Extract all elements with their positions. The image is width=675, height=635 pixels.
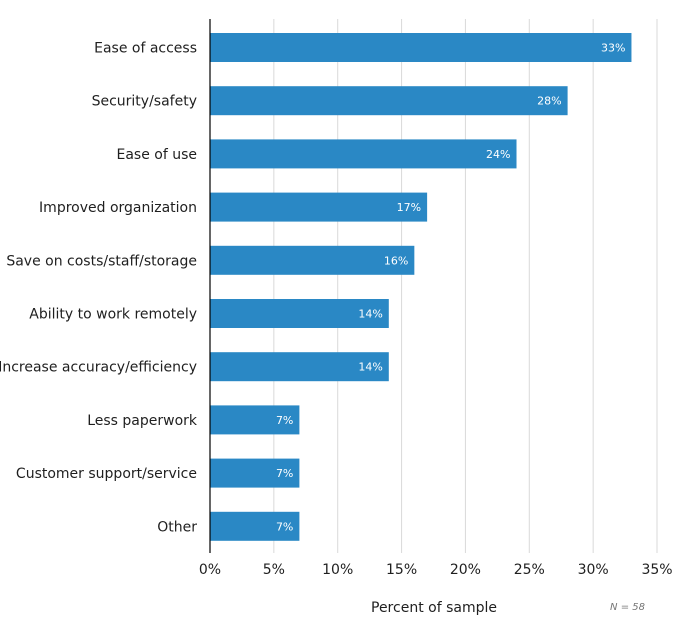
x-tick-label: 10% bbox=[322, 562, 353, 578]
value-label: 28% bbox=[537, 95, 561, 108]
bar bbox=[210, 139, 517, 169]
category-label: Save on costs/staff/storage bbox=[6, 253, 197, 269]
sample-size-note: N = 58 bbox=[610, 602, 645, 613]
bar bbox=[210, 299, 389, 328]
value-label: 24% bbox=[486, 148, 510, 161]
value-label: 7% bbox=[276, 520, 293, 533]
bar bbox=[210, 352, 389, 382]
x-tick-label: 20% bbox=[450, 562, 481, 578]
x-tick-label: 5% bbox=[263, 562, 285, 578]
bar bbox=[210, 511, 300, 541]
category-label: Ease of use bbox=[116, 147, 197, 163]
value-labels: 33% 28% 24% 17% 16% 14% 14% 7% 7% 7% bbox=[276, 42, 626, 534]
category-label: Improved organization bbox=[39, 200, 197, 216]
value-label: 17% bbox=[397, 201, 421, 214]
bar bbox=[210, 33, 632, 62]
bar bbox=[210, 192, 428, 222]
value-label: 14% bbox=[358, 308, 382, 321]
value-label: 14% bbox=[358, 361, 382, 374]
category-label: Less paperwork bbox=[87, 413, 198, 429]
bars bbox=[210, 33, 632, 541]
x-tick-label: 0% bbox=[199, 562, 221, 578]
bar bbox=[210, 86, 568, 116]
category-label: Security/safety bbox=[92, 94, 197, 110]
bar bbox=[210, 458, 300, 488]
bar bbox=[210, 245, 415, 275]
category-label: Ease of access bbox=[94, 41, 197, 57]
value-label: 7% bbox=[276, 414, 293, 427]
x-tick-label: 25% bbox=[514, 562, 545, 578]
bar bbox=[210, 405, 300, 435]
x-tick-label: 30% bbox=[578, 562, 609, 578]
x-tick-labels: 0% 5% 10% 15% 20% 25% 30% 35% bbox=[199, 562, 673, 578]
value-label: 33% bbox=[601, 42, 625, 55]
x-tick-label: 15% bbox=[386, 562, 417, 578]
category-label: Customer support/service bbox=[16, 466, 197, 482]
value-label: 7% bbox=[276, 467, 293, 480]
category-labels: Ease of access Security/safety Ease of use… bbox=[0, 41, 198, 536]
category-label: Other bbox=[157, 519, 197, 535]
x-tick-label: 35% bbox=[641, 562, 672, 578]
category-label: Ability to work remotely bbox=[29, 307, 197, 323]
value-label: 16% bbox=[384, 254, 408, 267]
x-axis-label: Percent of sample bbox=[371, 600, 497, 616]
category-label: Increase accuracy/efficiency bbox=[0, 360, 197, 376]
